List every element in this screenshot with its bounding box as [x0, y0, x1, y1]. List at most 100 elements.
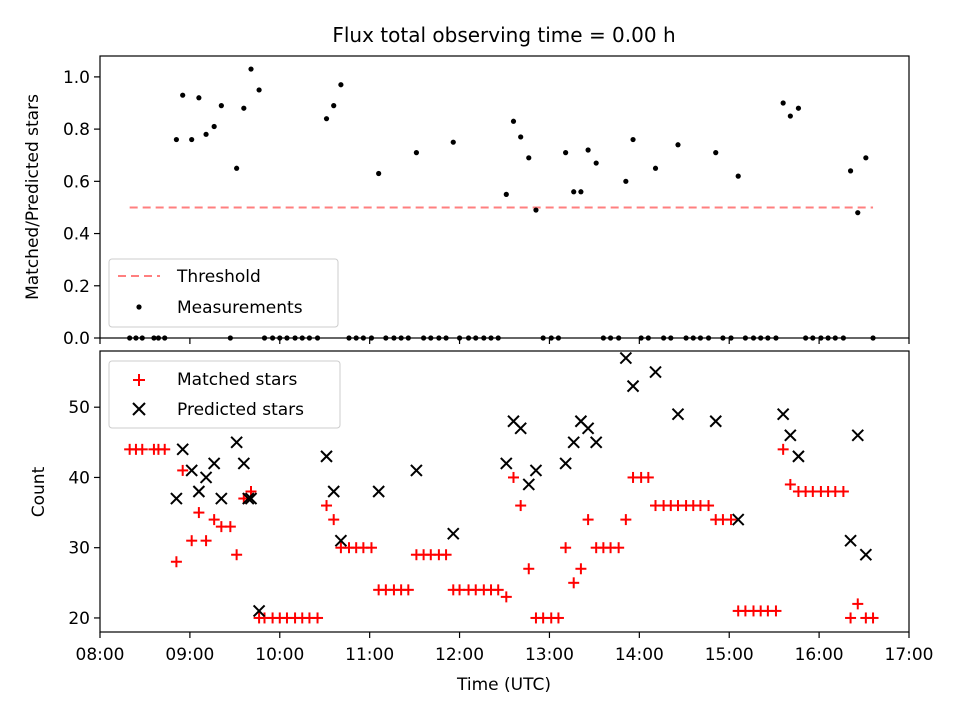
- matched-star-point: [328, 514, 340, 526]
- matched-star-point: [777, 443, 789, 455]
- y-tick-label: 0.6: [63, 172, 90, 192]
- y-tick-label: 30: [68, 539, 90, 559]
- matched-star-point: [552, 612, 564, 624]
- bottom-y-axis-label: Count: [29, 466, 49, 517]
- measurement-point: [847, 168, 854, 174]
- matched-star-point: [845, 612, 857, 624]
- predicted-star-point: [732, 513, 745, 526]
- bottom-axes-frame: [99, 350, 910, 633]
- matched-star-point: [312, 612, 324, 624]
- top-y-axis-label: Matched/Predicted stars: [23, 94, 43, 300]
- matched-star-point: [507, 471, 519, 483]
- x-tick-label: 16:00: [795, 645, 844, 665]
- measurement-point: [735, 173, 741, 179]
- predicted-star-point: [522, 478, 535, 491]
- matched-star-point: [177, 464, 189, 476]
- x-tick-label: 09:00: [165, 645, 214, 665]
- measurement-point: [503, 191, 509, 197]
- bottom-legend-box: [108, 360, 341, 429]
- matched-star-point: [515, 500, 527, 512]
- matched-star-point: [867, 612, 879, 624]
- predicted-star-point: [567, 436, 580, 449]
- predicted-star-point: [372, 485, 385, 498]
- predicted-star-point: [242, 492, 255, 505]
- legend-predicted-swatch: [132, 402, 146, 416]
- predicted-star-point: [529, 464, 543, 477]
- matched-star-point: [523, 563, 535, 575]
- measurement-point: [450, 139, 456, 145]
- predicted-star-point: [626, 379, 640, 393]
- measurement-point: [571, 189, 577, 195]
- chart-title: Flux total observing time = 0.00 h: [332, 23, 675, 47]
- measurement-point: [780, 100, 786, 106]
- predicted-star-point: [859, 548, 873, 561]
- predicted-star-point: [784, 429, 797, 442]
- top-legend: Threshold Measurements: [108, 258, 339, 328]
- x-tick-label: 17:00: [885, 645, 934, 665]
- legend-matched-swatch: [133, 374, 145, 386]
- predicted-star-point: [709, 415, 722, 428]
- top-legend-box: [108, 258, 339, 328]
- bottom-y-ticks: 20 30 40 50: [68, 398, 100, 629]
- y-tick-label: 0.8: [63, 120, 90, 140]
- x-tick-label: 14:00: [615, 645, 664, 665]
- matched-star-point: [136, 443, 148, 455]
- predicted-star-point: [327, 485, 340, 498]
- matched-star-point: [703, 500, 715, 512]
- measurement-point: [211, 123, 217, 130]
- x-tick-label: 15:00: [705, 645, 754, 665]
- predicted-star-point: [589, 436, 603, 449]
- y-tick-label: 40: [68, 468, 90, 488]
- predicted-star-point: [792, 450, 805, 463]
- legend-measurements-swatch: [136, 304, 142, 310]
- bottom-marks: [124, 351, 879, 624]
- measurement-point: [376, 170, 382, 177]
- y-tick-label: 50: [68, 398, 90, 418]
- matched-star-point: [582, 514, 594, 526]
- predicted-star-point: [252, 604, 266, 618]
- legend-matched-label: Matched stars: [177, 370, 297, 390]
- matched-star-point: [784, 478, 796, 490]
- matched-star-point: [440, 549, 452, 561]
- measurement-point: [203, 131, 209, 137]
- predicted-star-point: [851, 429, 864, 442]
- matched-star-point: [837, 486, 849, 497]
- measurement-point: [585, 147, 591, 153]
- matched-star-point: [208, 514, 220, 526]
- matched-star-point: [402, 584, 414, 596]
- measurement-point: [518, 134, 524, 140]
- measurement-point: [323, 116, 330, 122]
- top-y-ticks: 0.0 0.2 0.4 0.6 0.8 1.0: [63, 68, 100, 349]
- bottom-x-ticks: 08:00 09:00 10:00 11:00 12:00 13:00 14:00 15:00…: [76, 632, 934, 665]
- measurement-point: [196, 95, 202, 101]
- y-tick-label: 0.0: [63, 329, 90, 349]
- measurement-point: [173, 136, 180, 143]
- measurement-point: [630, 136, 636, 143]
- predicted-star-point: [237, 457, 251, 470]
- x-tick-label: 08:00: [76, 645, 125, 665]
- measurement-point: [795, 105, 802, 111]
- measurement-point: [675, 142, 681, 148]
- predicted-star-point: [410, 464, 423, 477]
- bottom-legend: Matched stars Predicted stars: [108, 360, 341, 429]
- x-axis-label: Time (UTC): [456, 675, 551, 695]
- predicted-star-point: [671, 408, 685, 421]
- predicted-star-point: [559, 457, 572, 470]
- matched-star-point: [231, 549, 243, 561]
- predicted-star-point: [199, 471, 213, 484]
- predicted-star-point: [244, 492, 258, 505]
- measurement-point: [413, 150, 420, 156]
- legend-threshold-label: Threshold: [176, 267, 261, 287]
- bottom-panel: 20 30 40 50 08:00 09:00 10:00 11:00 12:00 13:00 1…: [29, 350, 934, 695]
- predicted-star-point: [500, 457, 513, 470]
- measurement-point: [533, 207, 539, 213]
- measurement-point: [713, 150, 719, 156]
- top-x-ticks: [99, 338, 910, 344]
- matched-star-point: [500, 591, 512, 603]
- predicted-star-point: [776, 408, 790, 421]
- measurement-point: [526, 155, 532, 161]
- predicted-star-point: [649, 365, 662, 379]
- y-tick-label: 0.4: [63, 225, 90, 245]
- measurement-point: [855, 210, 861, 216]
